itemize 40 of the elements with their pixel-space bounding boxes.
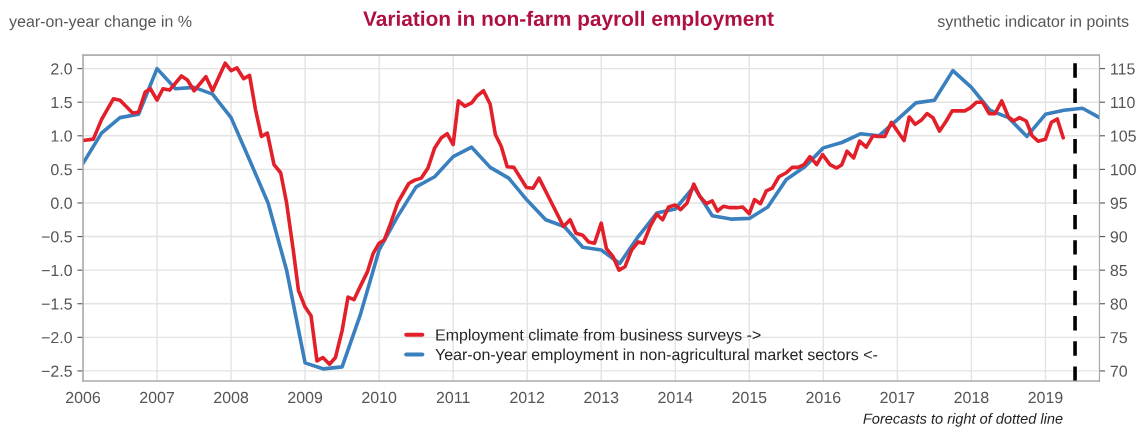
y-tick-label: 1.0: [51, 130, 72, 142]
x-tick-label: 2014: [658, 391, 693, 404]
y-axis-title: year-on-year change in %: [9, 15, 192, 31]
y-tick-label: −2.5: [41, 365, 72, 377]
y2-tick-label: 85: [1110, 264, 1127, 277]
x-tick-label: 2008: [214, 391, 249, 404]
y-tick-label: 0.0: [51, 197, 72, 209]
y2-tick-label: 80: [1110, 298, 1128, 310]
x-tick-label: 2018: [954, 391, 989, 404]
chart-title: Variation in non-farm payroll employment: [363, 10, 774, 31]
y2-tick-label: 115: [1111, 63, 1135, 75]
x-tick-label: 2007: [140, 391, 174, 404]
x-tick-label: 2011: [436, 391, 470, 404]
x-tick-label: 2015: [732, 391, 767, 404]
x-tick-label: 2010: [362, 391, 397, 404]
x-tick-label: 2013: [584, 391, 619, 404]
y2-tick-label: 100: [1111, 164, 1136, 176]
y-tick-label: 0.5: [51, 164, 72, 176]
x-tick-label: 2019: [1028, 391, 1063, 404]
y-tick-label: 1.5: [51, 96, 72, 109]
legend-label: Year-on-year employment in non-agricultural market sectors <-: [435, 348, 878, 364]
y2-tick-label: 105: [1111, 130, 1136, 142]
y-tick-label: −1.0: [41, 264, 72, 277]
y-tick-label: 2.0: [51, 63, 72, 75]
y2-axis-title: synthetic indicator in points: [937, 15, 1129, 31]
y-tick-label: −1.5: [41, 298, 72, 310]
y2-tick-label: 75: [1110, 332, 1127, 344]
x-tick-label: 2006: [66, 391, 101, 404]
x-tick-label: 2009: [288, 391, 323, 404]
y2-tick-label: 90: [1110, 231, 1128, 243]
text: Forecasts to right of dotted line: [863, 413, 1063, 427]
x-tick-label: 2017: [880, 391, 915, 404]
y2-tick-label: 95: [1110, 197, 1127, 209]
y2-tick-label: 110: [1111, 96, 1135, 109]
legend-label: Employment climate from business surveys ->: [436, 328, 761, 344]
x-tick-label: 2012: [510, 391, 545, 404]
y-tick-label: −0.5: [41, 231, 72, 243]
y-tick-label: −2.0: [41, 331, 72, 344]
y2-tick-label: 70: [1110, 365, 1128, 377]
x-tick-label: 2016: [806, 391, 841, 404]
